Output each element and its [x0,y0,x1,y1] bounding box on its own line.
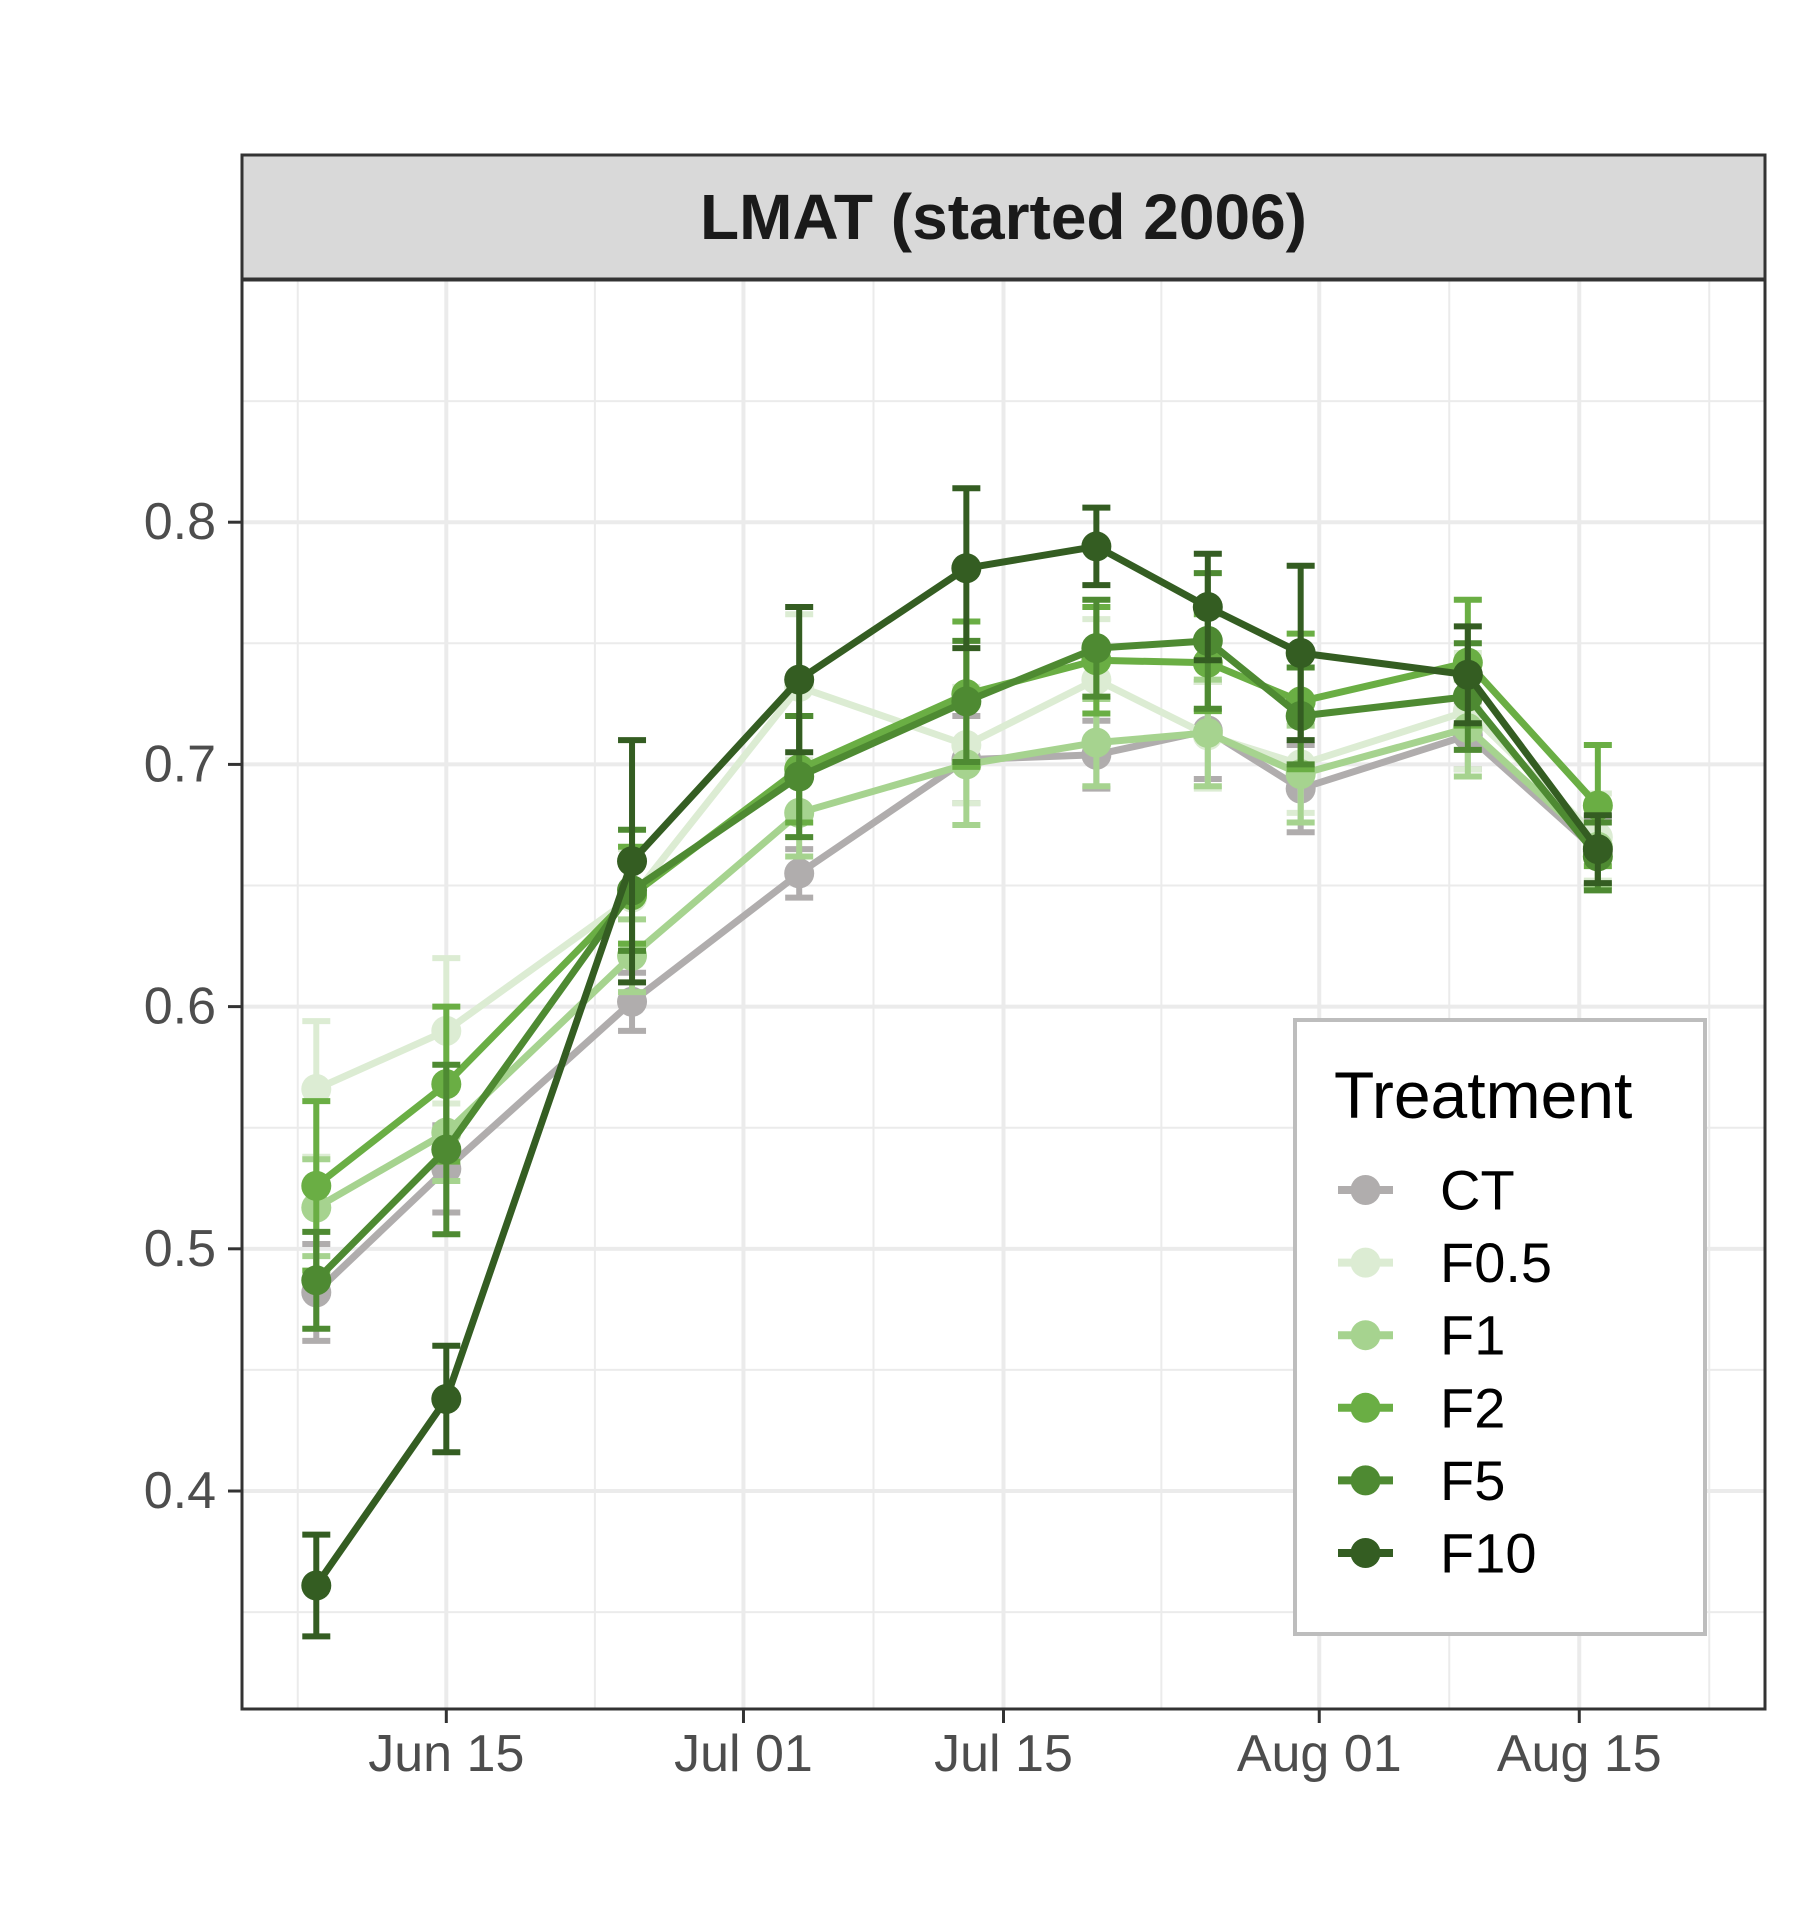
y-tick-label: 0.6 [144,978,216,1036]
x-tick-label: Aug 15 [1497,1725,1662,1783]
series-line [313,727,1601,1295]
legend: Treatment CT F0.5 F1 F2 F5 F10 [1293,1018,1707,1636]
x-axis: Jun 15 Jul 01 Jul 15 Aug 01 Aug 15 [368,1709,1662,1783]
data-point [951,553,982,584]
data-point [301,1073,332,1104]
series-line [314,676,1601,1093]
series-line [314,724,1601,1211]
facet-strip [240,153,1767,281]
series-F10 [301,485,1613,1640]
data-point [1081,633,1112,664]
legend-label: F2 [1440,1376,1505,1439]
legend-item-F0.5: F0.5 [1338,1231,1552,1294]
legend-item-F5: F5 [1338,1449,1505,1512]
data-point [1582,834,1613,865]
data-point [301,1170,332,1201]
y-tick-label: 0.5 [144,1220,216,1278]
x-tick-label: Aug 01 [1237,1725,1402,1783]
legend-key-point [1350,1175,1381,1205]
legend-label: F0.5 [1440,1231,1552,1294]
data-point [1081,531,1112,562]
data-point [301,1265,332,1296]
legend-key-point [1350,1538,1381,1568]
data-point [1192,591,1223,622]
data-point [617,846,648,877]
legend-items: CT F0.5 F1 F2 F5 F10 [1338,1159,1552,1585]
y-tick-label: 0.7 [144,735,216,793]
legend-key-point [1350,1392,1381,1423]
data-point [1081,727,1112,758]
legend-label: F10 [1440,1522,1537,1585]
legend-key-point [1350,1465,1381,1496]
data-point [784,858,815,889]
x-tick-label: Jul 01 [674,1725,813,1783]
data-point [431,1134,462,1165]
legend-item-F2: F2 [1338,1376,1505,1439]
series-line [313,637,1601,1283]
data-point [1285,637,1316,668]
legend-item-CT: CT [1338,1159,1515,1222]
series-line [313,542,1601,1588]
legend-key-point [1350,1247,1381,1278]
data-point [1192,717,1223,748]
data-point [1452,659,1483,690]
data-point [784,761,815,792]
data-point [431,1383,462,1414]
legend-label: F5 [1440,1449,1505,1512]
legend-key-point [1350,1320,1381,1351]
legend-label: CT [1440,1159,1515,1222]
legend-item-F10: F10 [1338,1522,1537,1585]
legend-item-F1: F1 [1338,1304,1505,1367]
y-tick-label: 0.4 [144,1462,216,1520]
data-point [301,1570,332,1601]
legend-label: F1 [1440,1304,1505,1367]
x-tick-label: Jul 15 [934,1725,1073,1783]
data-point [784,664,815,695]
y-axis: 0.4 0.5 0.6 0.7 0.8 [144,493,242,1520]
y-tick-label: 0.8 [144,493,216,551]
series-layer [301,485,1613,1640]
chart-title: LMAT (started 2006) [700,181,1307,253]
legend-title: Treatment [1334,1058,1632,1132]
data-point [951,686,982,717]
x-tick-label: Jun 15 [368,1725,524,1783]
